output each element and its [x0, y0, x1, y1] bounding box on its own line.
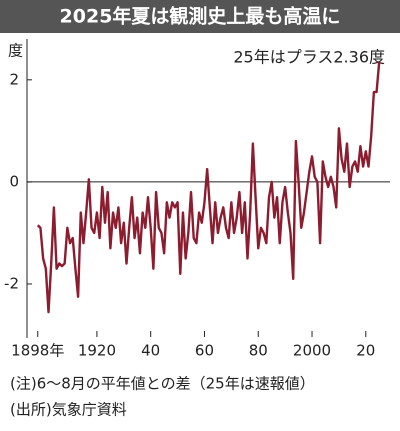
chart-title: 2025年夏は観測史上最も高温に: [60, 5, 341, 28]
x-tick-label: 1898年: [11, 342, 64, 360]
note: (注)6～8月の平年値との差（25年は速報値）: [10, 375, 315, 393]
x-tick-label: 20: [356, 342, 375, 360]
y-tick-label: -2: [4, 274, 19, 292]
x-tick-label: 80: [249, 342, 268, 360]
y-tick-label: 2: [9, 70, 19, 88]
x-tick-label: 1920: [78, 342, 116, 360]
y-unit: 度: [8, 42, 23, 60]
x-tick-label: 60: [195, 342, 214, 360]
y-tick-label: 0: [9, 172, 19, 190]
source: (出所)気象庁資料: [10, 401, 127, 419]
x-tick-label: 40: [141, 342, 160, 360]
annotation: 25年はプラス2.36度: [233, 48, 385, 67]
data-line: [36, 61, 381, 314]
x-tick-label: 2000: [293, 342, 331, 360]
title-bar: [0, 0, 400, 33]
